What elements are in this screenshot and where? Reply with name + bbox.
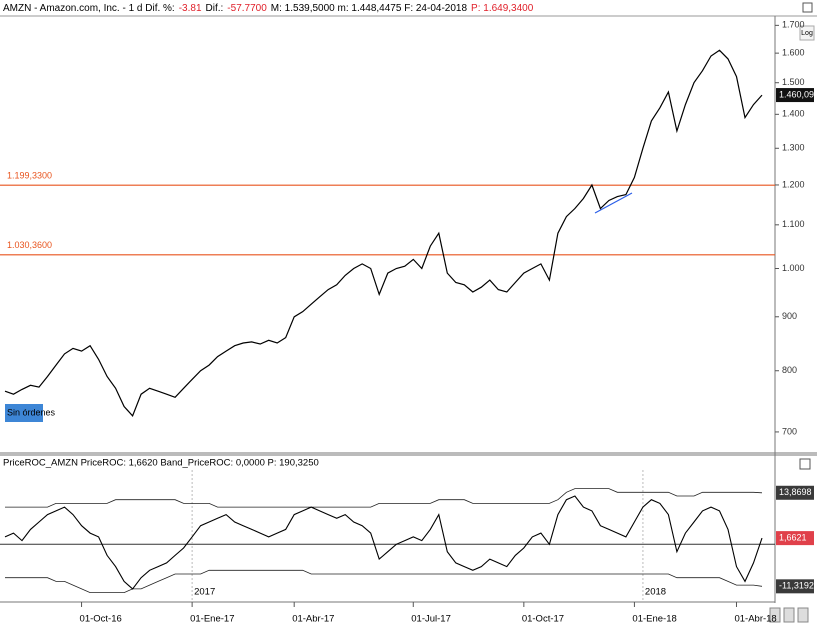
x-tick-label: 01-Jul-17 bbox=[411, 614, 451, 625]
level-label: 1.030,3600 bbox=[7, 240, 52, 250]
close-button[interactable] bbox=[802, 2, 813, 13]
x-tick-label: 01-Abr-18 bbox=[734, 614, 776, 625]
y-tick-label: 1.300 bbox=[782, 143, 805, 153]
toolbar-button[interactable] bbox=[769, 607, 781, 623]
header-segment: AMZN - Amazon.com, Inc. - 1 d Dif. %: bbox=[3, 3, 175, 14]
header-segment: P: 1.649,3400 bbox=[471, 3, 534, 14]
trend-line bbox=[594, 192, 633, 214]
header-segment: M: 1.539,5000 m: 1.448,4475 F: 24-04-201… bbox=[271, 3, 468, 14]
panel-close[interactable] bbox=[799, 458, 811, 470]
y-tick-label: 900 bbox=[782, 311, 797, 321]
value-tag-label: 13,8698 bbox=[779, 487, 812, 497]
last-price-tag bbox=[776, 88, 814, 103]
value-tag-label: -11,3192 bbox=[779, 581, 814, 591]
y-tick-label: 700 bbox=[782, 426, 797, 436]
year-label: 2017 bbox=[194, 587, 215, 598]
y-tick-label: 800 bbox=[782, 365, 797, 375]
toolbar-button[interactable] bbox=[783, 607, 795, 623]
x-tick-label: 01-Oct-16 bbox=[80, 614, 122, 625]
header-segment: Dif.: bbox=[206, 3, 224, 14]
header-segment: -57.7700 bbox=[227, 3, 267, 14]
lower-band bbox=[5, 569, 763, 593]
y-tick-label: 1.000 bbox=[782, 263, 805, 273]
orders-badge-label[interactable]: Sin órdenes bbox=[7, 407, 56, 417]
x-tick-label: 01-Ene-18 bbox=[632, 614, 676, 625]
panel-title: PriceROC_AMZN PriceROC: 1,6620 Band_Pric… bbox=[3, 458, 319, 469]
year-label: 2018 bbox=[645, 587, 666, 598]
y-tick-label: 1.500 bbox=[782, 77, 805, 87]
log-button[interactable] bbox=[799, 25, 815, 41]
roc-line bbox=[4, 495, 763, 590]
y-tick-label: 1.700 bbox=[782, 20, 805, 30]
log-button-label[interactable]: Log bbox=[801, 30, 813, 37]
y-tick-label: 1.100 bbox=[782, 219, 805, 229]
upper-band bbox=[5, 488, 763, 508]
x-tick-label: 01-Abr-17 bbox=[292, 614, 334, 625]
y-tick-label: 1.400 bbox=[782, 109, 805, 119]
y-tick-label: 1.600 bbox=[782, 48, 805, 58]
x-tick-label: 01-Oct-17 bbox=[522, 614, 564, 625]
header-segment: -3.81 bbox=[179, 3, 202, 14]
level-label: 1.199,3300 bbox=[7, 171, 52, 181]
value-tag-label: 1,6621 bbox=[779, 532, 807, 542]
last-price-label: 1.460,09 bbox=[779, 89, 814, 99]
price-line bbox=[4, 49, 763, 418]
header-text: AMZN - Amazon.com, Inc. - 1 d Dif. %: -3.… bbox=[3, 3, 534, 14]
value-tag bbox=[776, 579, 814, 594]
orders-badge[interactable] bbox=[5, 404, 43, 422]
x-tick-label: 01-Ene-17 bbox=[190, 614, 234, 625]
value-tag bbox=[776, 531, 814, 546]
toolbar-button[interactable] bbox=[797, 607, 809, 623]
value-tag bbox=[776, 485, 814, 500]
y-tick-label: 1.200 bbox=[782, 179, 805, 189]
